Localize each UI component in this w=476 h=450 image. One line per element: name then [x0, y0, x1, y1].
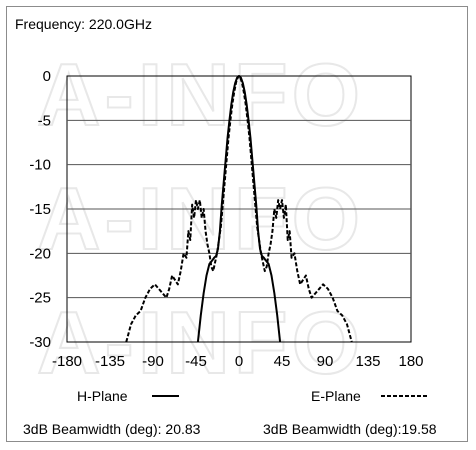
grid-lines: [67, 119, 411, 299]
y-tick-label: -20: [29, 245, 51, 262]
beamwidth-info: 3dB Beamwidth (deg): 20.83 3dB Beamwidth…: [23, 421, 437, 437]
x-tick-label: -135: [95, 353, 125, 370]
plot-area: 0 -5 -10 -15 -20 -25 -30 -180 -135 -90 -45 0 45 90 13…: [29, 68, 423, 370]
x-tick-label: -180: [52, 353, 82, 370]
watermark: A-INFO A-INFO A-INFO: [36, 44, 364, 393]
x-tick-label: -45: [185, 353, 207, 370]
e-plane-legend-label: E-Plane: [311, 388, 361, 404]
y-tick-label: -5: [38, 112, 51, 129]
y-tick-label: -10: [29, 157, 51, 174]
y-tick-label: -30: [29, 334, 51, 351]
y-tick-label: -25: [29, 290, 51, 307]
series-layer: [125, 75, 353, 343]
x-tick-label: -90: [142, 353, 164, 370]
y-tick-label: -15: [29, 201, 51, 218]
watermark-text-2: A-INFO: [37, 169, 364, 268]
y-tick-label: 0: [43, 68, 51, 85]
x-tick-label: 45: [274, 353, 291, 370]
frequency-title: Frequency: 220.0GHz: [15, 16, 152, 32]
x-tick-label: 0: [235, 353, 243, 370]
radiation-pattern-chart: A-INFO A-INFO A-INFO Frequency: 220.0GHz…: [15, 16, 437, 437]
y-tick-labels: 0 -5 -10 -15 -20 -25 -30: [29, 68, 51, 351]
x-tick-label: 135: [355, 353, 380, 370]
x-tick-label: 90: [317, 353, 334, 370]
e-plane-beamwidth: 3dB Beamwidth (deg):19.58: [263, 421, 437, 437]
x-tick-label: 180: [398, 353, 423, 370]
legend: H-Plane E-Plane: [77, 388, 427, 404]
h-plane-beamwidth: 3dB Beamwidth (deg): 20.83: [23, 421, 201, 437]
x-tick-labels: -180 -135 -90 -45 0 45 90 135 180: [52, 353, 424, 370]
e-plane-series-line: [125, 75, 353, 343]
h-plane-legend-label: H-Plane: [77, 388, 128, 404]
chart-frame: A-INFO A-INFO A-INFO Frequency: 220.0GHz…: [6, 6, 468, 442]
watermark-text-1: A-INFO: [37, 45, 364, 144]
